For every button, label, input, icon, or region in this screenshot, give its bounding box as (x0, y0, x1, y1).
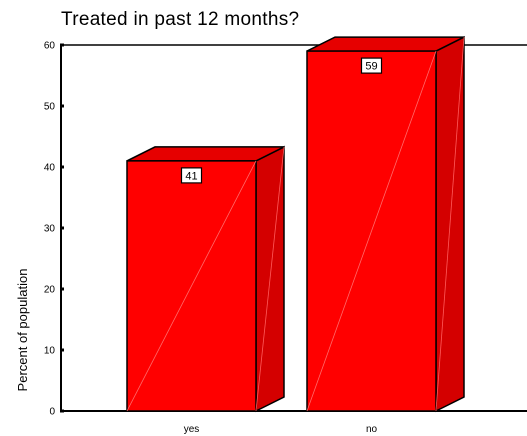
bar-front-highlight (306, 50, 437, 412)
y-tick-label: 10 (44, 346, 56, 357)
bar-side-highlight (255, 146, 285, 412)
bar-top-face (126, 146, 285, 162)
bar-top-face (306, 36, 465, 52)
bar-front-highlight (126, 160, 257, 412)
bar-no: 59 (306, 35, 465, 413)
x-axis-category-labels: yes no (184, 424, 378, 435)
data-label-box (360, 57, 383, 74)
y-tick-label: 60 (44, 41, 56, 52)
data-label-box (180, 167, 203, 184)
data-label: 59 (365, 61, 377, 73)
bar-yes: 41 (126, 145, 285, 413)
y-axis-ticks: 0 10 20 30 40 50 60 (44, 41, 64, 418)
bar-side-highlight (435, 37, 465, 412)
y-tick-label: 50 (44, 102, 56, 113)
y-tick-label: 30 (44, 224, 56, 235)
data-label: 41 (185, 170, 197, 182)
y-tick-label: 40 (44, 163, 56, 174)
bars: 41 59 (126, 35, 465, 413)
x-tick-label: yes (184, 424, 200, 435)
x-tick-label: no (366, 424, 378, 435)
y-tick-label: 20 (44, 285, 56, 296)
y-tick-label: 0 (49, 407, 55, 418)
chart-title: Treated in past 12 months? (61, 9, 300, 30)
